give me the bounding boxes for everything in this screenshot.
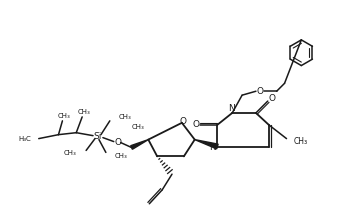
Text: CH₃: CH₃ (131, 124, 144, 130)
Text: N: N (228, 105, 235, 113)
Text: O: O (256, 87, 263, 96)
Text: CH₃: CH₃ (119, 114, 131, 120)
Text: Si: Si (94, 132, 102, 141)
Text: CH₃: CH₃ (115, 153, 128, 159)
Text: O: O (192, 120, 199, 129)
Text: O: O (179, 117, 186, 126)
Text: O: O (268, 94, 275, 103)
Text: N: N (209, 143, 216, 152)
Text: CH₃: CH₃ (63, 150, 76, 156)
Text: H₃C: H₃C (18, 136, 31, 142)
Text: O: O (114, 138, 121, 147)
Polygon shape (195, 140, 218, 149)
Text: CH₃: CH₃ (78, 109, 90, 115)
Polygon shape (131, 140, 148, 149)
Text: CH₃: CH₃ (294, 137, 307, 146)
Text: CH₃: CH₃ (58, 113, 71, 119)
